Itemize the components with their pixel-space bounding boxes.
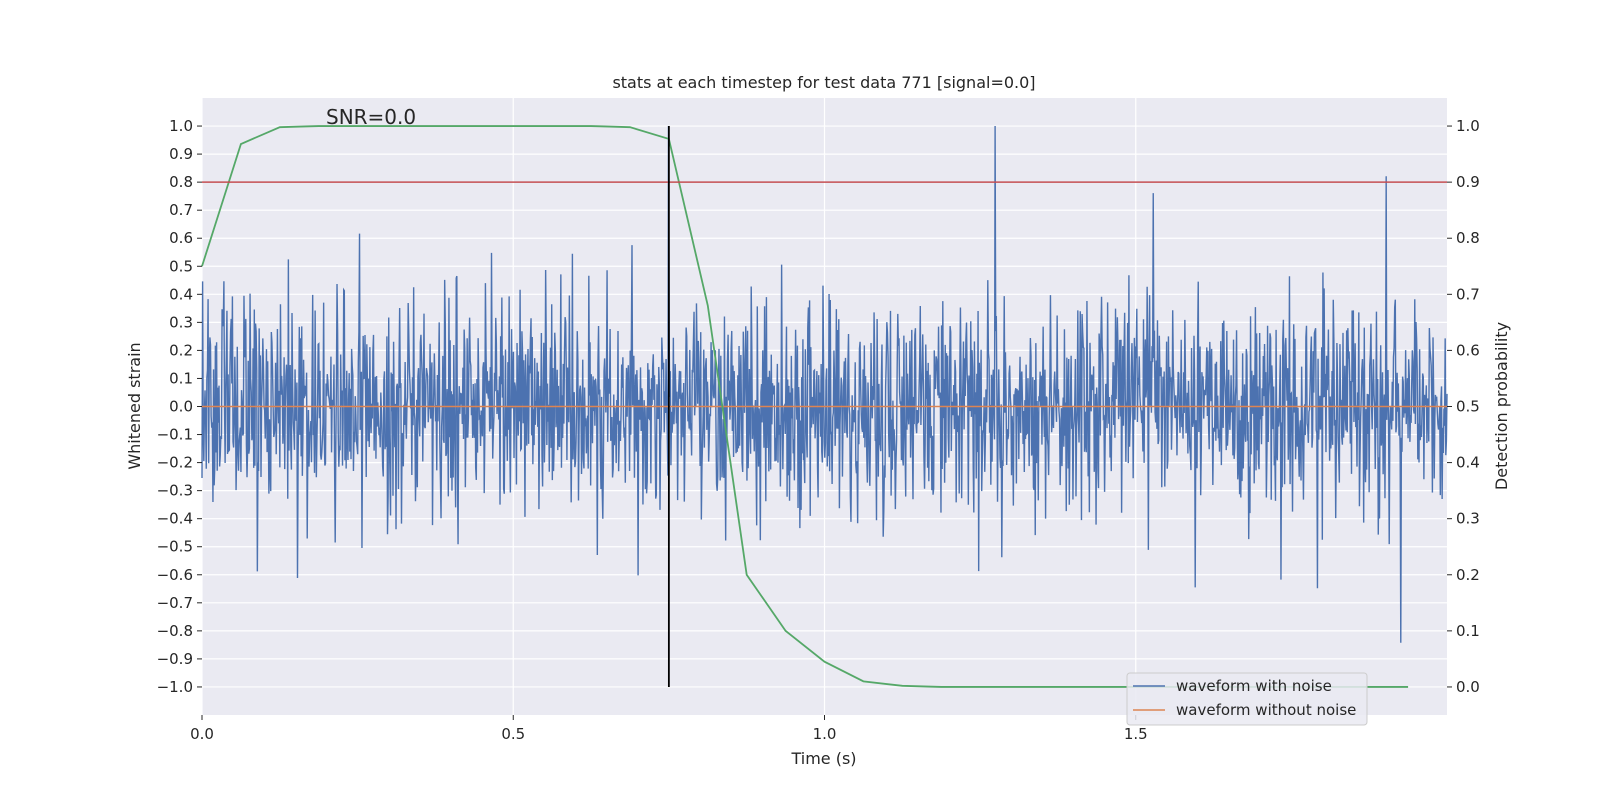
y-right-tick-label-8: 0.8 [1456,229,1480,247]
y-left-tick-label-18: 0.8 [169,173,193,191]
y-left-tick-label-10: 0.0 [169,398,193,416]
y-right-tick-label-2: 0.2 [1456,566,1480,584]
chart-title: stats at each timestep for test data 771… [612,73,1035,92]
y-axis-label-left: Whitened strain [125,342,144,469]
y-left-tick-label-14: 0.4 [169,285,193,303]
x-tick-label-3: 1.5 [1124,725,1148,743]
x-tick-label-0: 0.0 [190,725,214,743]
waveform-with-noise-line [201,126,1448,643]
x-tick-label-2: 1.0 [813,725,837,743]
y-left-tick-label-3: −0.7 [157,594,193,612]
y-left-tick-label-8: −0.2 [157,454,193,472]
y-left-tick-label-11: 0.1 [169,369,193,387]
y-right-tick-label-10: 1.0 [1456,117,1480,135]
legend-label-noise: waveform with noise [1176,677,1332,695]
y-right-tick-label-6: 0.6 [1456,341,1480,359]
y-left-tick-label-12: 0.2 [169,341,193,359]
x-axis-label: Time (s) [790,749,856,768]
y-left-tick-label-20: 1.0 [169,117,193,135]
y-left-tick-label-2: −0.8 [157,622,193,640]
y-left-tick-label-9: −0.1 [157,426,193,444]
y-left-tick-label-17: 0.7 [169,201,193,219]
y-left-tick-label-16: 0.6 [169,229,193,247]
y-right-tick-label-4: 0.4 [1456,454,1480,472]
x-tick-label-1: 0.5 [501,725,525,743]
y-left-tick-label-19: 0.9 [169,145,193,163]
y-right-tick-label-1: 0.1 [1456,622,1480,640]
legend-label-clean: waveform without noise [1176,701,1356,719]
x-ticks: 0.0 0.5 1.0 1.5 [190,715,1148,743]
y-right-tick-label-0: 0.0 [1456,678,1480,696]
y-right-ticks: 0.0 0.1 0.2 0.3 0.4 0.5 0.6 0.7 0.8 0.9 1.0 [1447,117,1480,696]
y-right-tick-label-5: 0.5 [1456,398,1480,416]
y-right-tick-label-7: 0.7 [1456,285,1480,303]
legend: waveform with noise waveform without noi… [1126,672,1368,726]
snr-annotation: SNR=0.0 [326,105,416,129]
y-right-tick-label-9: 0.9 [1456,173,1480,191]
y-left-tick-label-1: −0.9 [157,650,193,668]
y-left-ticks: −1.0 −0.9 −0.8 −0.7 −0.6 −0.5 −0.4 −0.3 −0.2 −0.1… [157,117,202,696]
y-left-tick-label-4: −0.6 [157,566,193,584]
y-axis-label-right: Detection probability [1492,322,1511,490]
y-left-tick-label-5: −0.5 [157,538,193,556]
y-left-tick-label-0: −1.0 [157,678,193,696]
y-left-tick-label-7: −0.3 [157,482,193,500]
y-left-tick-label-13: 0.3 [169,313,193,331]
y-left-tick-label-6: −0.4 [157,510,193,528]
y-right-tick-label-3: 0.3 [1456,510,1480,528]
legend-box [1126,672,1368,726]
y-left-tick-label-15: 0.5 [169,257,193,275]
